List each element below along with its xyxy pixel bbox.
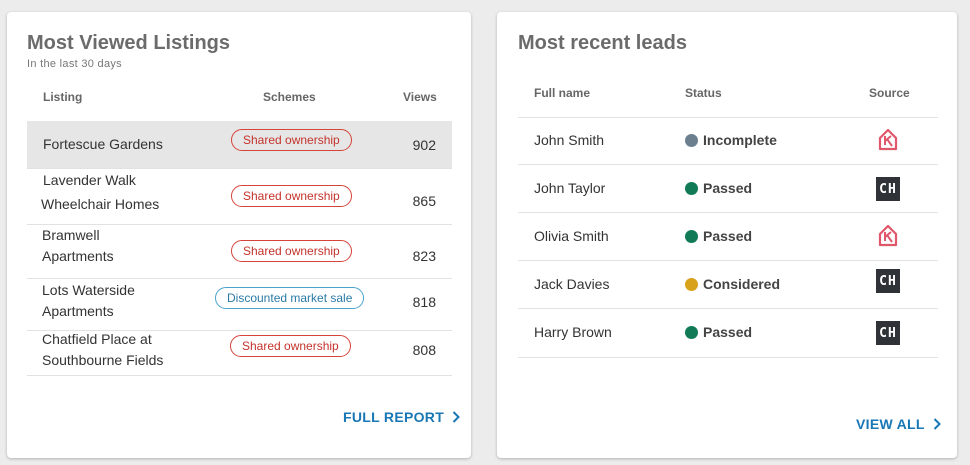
header-divider [518,116,938,118]
scheme-badge: Shared ownership [231,240,352,262]
views-count: 865 [412,193,436,209]
lead-status: Passed [685,180,752,196]
views-count: 823 [412,248,436,264]
most-viewed-listings-card: Most Viewed Listings In the last 30 days… [7,12,471,458]
house-icon [876,126,900,151]
lead-name: John Taylor [534,180,606,196]
listing-name-line2: Wheelchair Homes [41,196,160,212]
table-row[interactable]: John Taylor Passed CH [518,165,938,213]
card-title: Most Viewed Listings [27,32,230,54]
column-header-schemes: Schemes [263,90,316,104]
view-all-label: VIEW ALL [856,416,925,432]
ch-source-icon: CH [876,269,900,293]
lead-name: Harry Brown [534,324,612,340]
lead-status: Considered [685,276,780,292]
status-label: Incomplete [703,132,777,148]
chevron-right-icon [933,418,941,430]
lead-name: Olivia Smith [534,228,609,244]
full-report-link[interactable]: FULL REPORT [343,409,460,425]
ch-source-icon: CH [876,177,900,201]
lead-status: Passed [685,324,752,340]
full-report-label: FULL REPORT [343,409,445,425]
view-all-link[interactable]: VIEW ALL [856,416,941,432]
ch-source-icon: CH [876,321,900,345]
table-row[interactable]: Harry Brown Passed CH [518,309,938,358]
status-dot [685,181,698,195]
scheme-badge: Shared ownership [231,129,352,151]
listing-name-line1: Bramwell [42,227,100,243]
chevron-right-icon [452,411,460,423]
status-label: Passed [703,228,753,244]
listing-name: Fortescue Gardens [43,136,163,152]
status-label: Passed [703,180,753,196]
column-header-views: Views [403,90,437,104]
card-subtitle: In the last 30 days [27,58,122,70]
listing-name-line2: Southbourne Fields [42,352,164,368]
status-label: Passed [703,324,753,340]
views-count: 902 [412,137,436,153]
listing-name-line1: Lots Waterside [42,282,135,298]
table-row[interactable]: John Smith Incomplete [518,117,938,165]
lead-status: Incomplete [685,132,777,148]
column-header-source: Source [869,86,910,100]
status-dot [685,277,698,291]
table-row[interactable]: Lots Waterside Apartments Discounted mar… [27,279,452,331]
status-dot [685,229,698,243]
status-dot [685,325,698,339]
lead-name: John Smith [534,132,605,148]
scheme-badge: Discounted market sale [215,287,365,309]
listing-name-line2: Apartments [42,303,114,319]
listing-name-line1: Chatfield Place at [42,331,152,347]
views-count: 818 [412,294,436,310]
table-row[interactable]: Jack Davies Considered CH [518,261,938,309]
table-row[interactable]: Bramwell Apartments Shared ownership 823 [27,225,452,279]
scheme-badge: Shared ownership [230,335,351,357]
listing-name-line2: Apartments [42,248,114,264]
lead-status: Passed [685,228,752,244]
table-row[interactable]: Fortescue Gardens Shared ownership 902 [27,121,452,169]
listing-name-line1: Lavender Walk [43,172,136,188]
column-header-full-name: Full name [534,86,591,100]
column-header-listing: Listing [43,90,83,104]
table-row[interactable]: Chatfield Place at Southbourne Fields Sh… [27,331,452,376]
lead-name: Jack Davies [534,276,610,292]
views-count: 808 [412,342,436,358]
status-dot [685,133,698,147]
scheme-badge: Shared ownership [231,185,352,207]
card-title: Most recent leads [518,32,687,54]
status-label: Considered [703,276,781,292]
table-row[interactable]: Lavender Walk Wheelchair Homes Shared ow… [27,169,452,225]
most-recent-leads-card: Most recent leads Full name Status Sourc… [497,12,957,458]
column-header-status: Status [685,86,722,100]
table-row[interactable]: Olivia Smith Passed [518,213,938,261]
house-icon [876,222,900,247]
